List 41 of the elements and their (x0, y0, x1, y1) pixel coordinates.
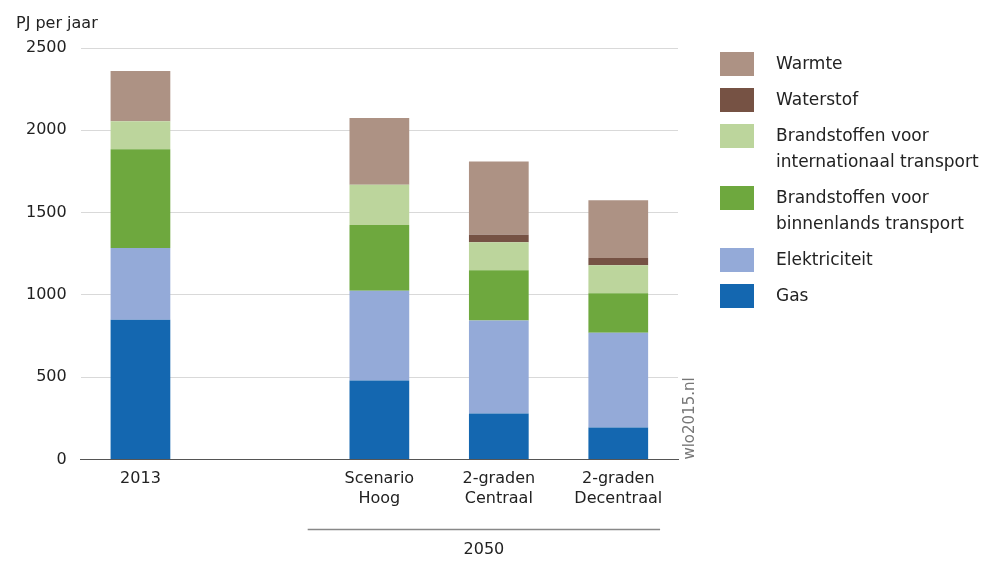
x-tick-label: 2-graden Decentraal (574, 468, 663, 507)
legend-label: Elektriciteit (776, 248, 873, 271)
y-axis-title: PJ per jaar (16, 13, 99, 33)
bar (468, 234, 529, 243)
x-tick-label: Scenario Hoog (344, 468, 415, 507)
x-tick-label: 2-graden Centraal (462, 468, 536, 507)
bar (349, 380, 410, 460)
y-tick-label: 1500 (26, 201, 67, 221)
bar (588, 257, 649, 266)
legend-label: Brandstoffen voor binnenlands transport (776, 186, 965, 235)
bar (110, 71, 171, 122)
bar (588, 265, 649, 294)
y-tick-label: 2500 (26, 37, 67, 57)
text: wlo2015.nl (679, 377, 698, 460)
bar (468, 320, 529, 414)
bar (110, 121, 171, 150)
bar (588, 293, 649, 333)
y-tick-label: 1000 (26, 284, 67, 304)
bar (588, 200, 649, 258)
bar (468, 242, 529, 271)
bar (349, 224, 410, 291)
y-tick-label: 500 (36, 366, 67, 386)
legend-label: Brandstoffen voor internationaal transport (776, 124, 980, 173)
bar (468, 270, 529, 321)
bar (110, 248, 171, 320)
bar (349, 290, 410, 381)
bar (588, 332, 649, 428)
bar (349, 184, 410, 225)
text: 2050 (463, 538, 505, 558)
bar (468, 413, 529, 460)
bar (588, 427, 649, 460)
bar (110, 149, 171, 249)
bar (468, 161, 529, 235)
legend-label: Gas (776, 284, 809, 307)
legend-label: Warmte (776, 52, 843, 75)
x-tick-label: 2013 (120, 468, 161, 488)
y-tick-label: 0 (56, 448, 67, 468)
legend-label: Waterstof (776, 88, 859, 111)
y-tick-label: 2000 (26, 119, 67, 139)
bar (110, 319, 171, 460)
bar (349, 117, 410, 185)
